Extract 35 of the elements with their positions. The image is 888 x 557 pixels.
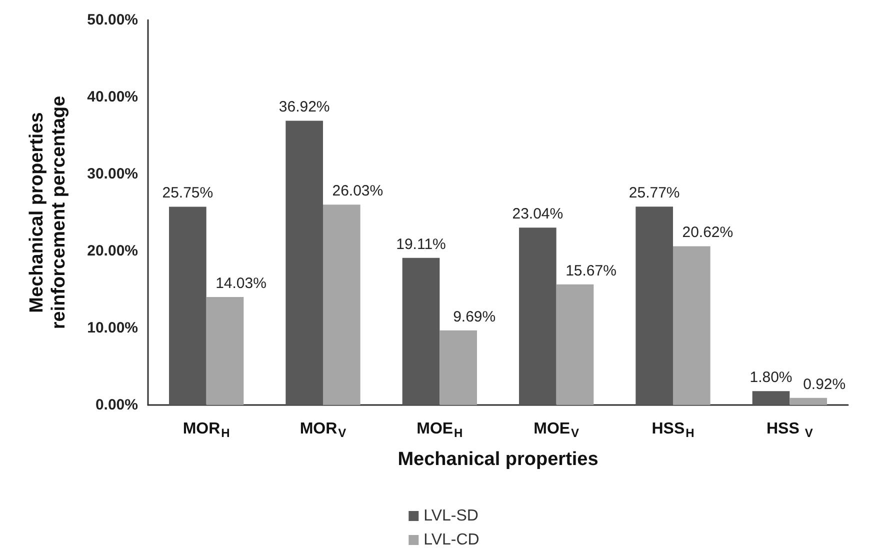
y-tick-label: 40.00% bbox=[87, 88, 138, 106]
data-label: 26.03% bbox=[332, 182, 384, 200]
data-label: 23.04% bbox=[512, 206, 564, 223]
data-label: 0.92% bbox=[803, 376, 846, 393]
y-tick-label: 30.00% bbox=[87, 166, 138, 182]
bar bbox=[636, 206, 673, 405]
data-label: 19.11% bbox=[396, 236, 446, 253]
bar bbox=[286, 120, 323, 405]
y-tick-label: 10.00% bbox=[87, 320, 138, 336]
x-axis-title: Mechanical properties bbox=[398, 449, 598, 470]
y-tick-label: 50.00% bbox=[87, 12, 138, 28]
x-tick-label: HSS V bbox=[766, 420, 813, 440]
data-label: 25.75% bbox=[162, 184, 214, 202]
bar bbox=[519, 228, 556, 405]
data-label: 14.03% bbox=[216, 274, 266, 292]
y-tick-label: 0.00% bbox=[95, 396, 138, 414]
bar bbox=[556, 284, 594, 405]
bar bbox=[673, 246, 710, 405]
bar bbox=[752, 391, 790, 405]
data-label: 15.67% bbox=[566, 262, 616, 280]
data-label: 1.80% bbox=[750, 369, 792, 386]
y-axis-title: Mechanical properties reinforcement percentage bbox=[26, 96, 70, 330]
data-label: 25.77% bbox=[628, 184, 680, 202]
legend-label: LVL-SD bbox=[424, 508, 478, 524]
bar bbox=[169, 206, 206, 405]
bar bbox=[206, 296, 244, 405]
bar bbox=[323, 204, 360, 405]
legend-label: LVL-CD bbox=[424, 532, 480, 548]
bar bbox=[440, 330, 477, 405]
y-tick-label: 20.00% bbox=[87, 242, 138, 260]
data-label: 36.92% bbox=[278, 98, 330, 116]
data-label: 9.69% bbox=[453, 308, 496, 326]
bar bbox=[402, 258, 440, 405]
bar bbox=[790, 398, 827, 405]
data-label: 20.62% bbox=[682, 224, 734, 242]
